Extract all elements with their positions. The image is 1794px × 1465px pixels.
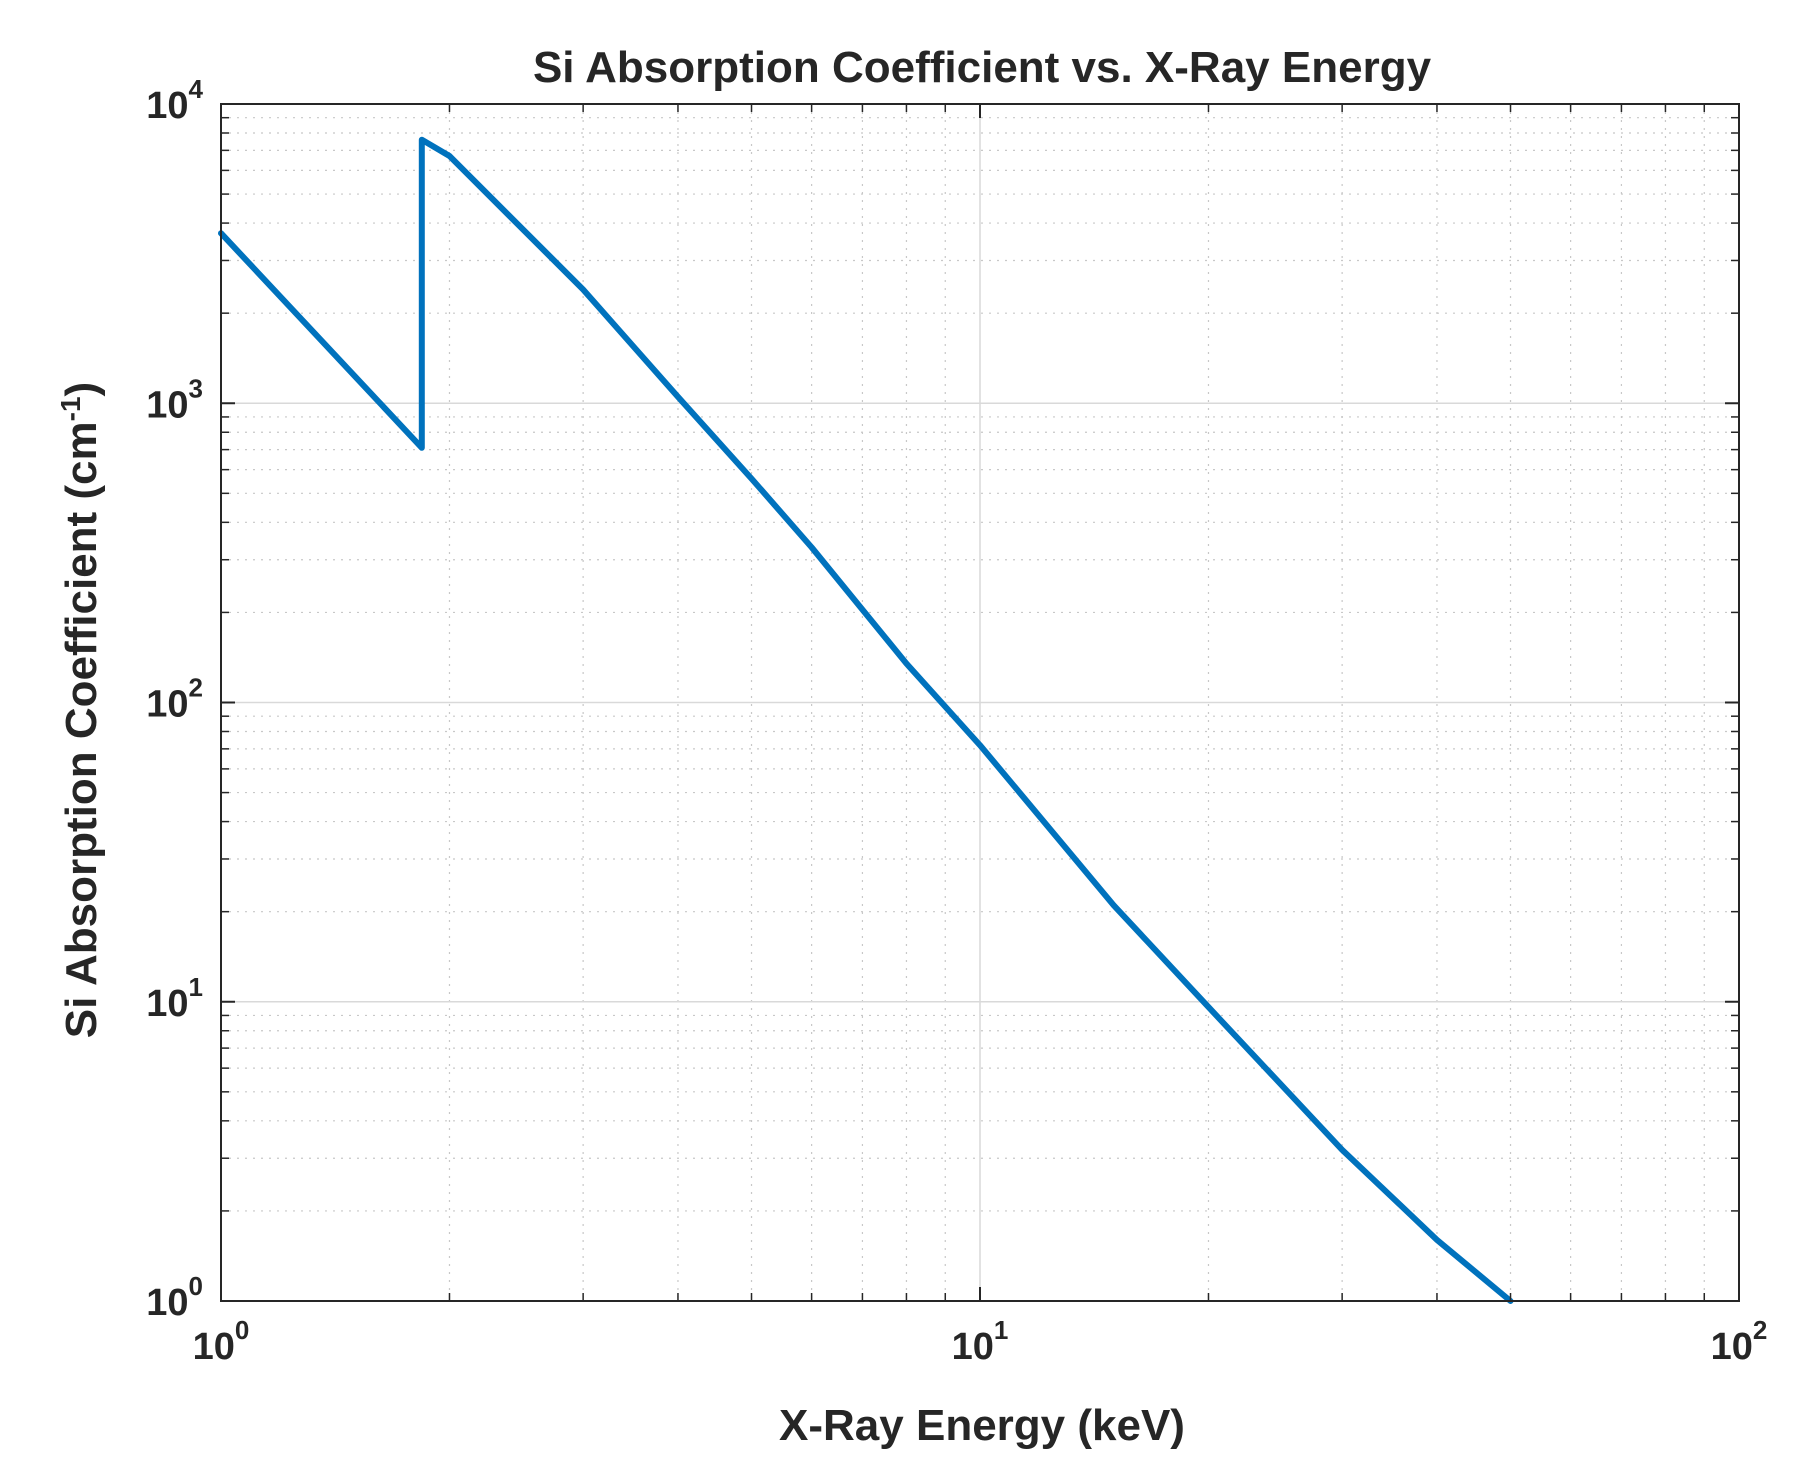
y-tick-label-base: 10 (146, 1282, 188, 1324)
minor-grid (221, 104, 1739, 1301)
y-tick-label-base: 10 (146, 85, 188, 127)
tick-marks (220, 103, 1740, 1302)
y-tick-label: 102 (146, 673, 203, 726)
x-tick-label: 101 (952, 1315, 1009, 1368)
y-axis-label-superscript: -1 (55, 396, 86, 421)
y-axis-label-suffix: ) (57, 382, 106, 397)
x-tick-label-exponent: 1 (994, 1315, 1008, 1345)
plot-area (218, 103, 1740, 1304)
y-tick-label-exponent: 0 (189, 1271, 203, 1301)
series-layer (218, 136, 1514, 1304)
series-line-si (218, 136, 1514, 1304)
x-tick-label-base: 10 (1711, 1326, 1753, 1368)
x-tick-label: 102 (1711, 1315, 1768, 1368)
y-tick-label-exponent: 1 (189, 972, 203, 1002)
major-grid (221, 104, 1739, 1301)
x-tick-label: 100 (193, 1315, 250, 1368)
x-tick-label-base: 10 (193, 1326, 235, 1368)
y-tick-label-exponent: 4 (189, 74, 204, 104)
x-tick-label-base: 10 (952, 1326, 994, 1368)
y-tick-label: 101 (146, 972, 203, 1025)
y-axis-label-base: Si Absorption Coefficient (cm (57, 421, 106, 1038)
x-tick-label-exponent: 2 (1753, 1315, 1767, 1345)
y-tick-label-exponent: 3 (189, 373, 203, 403)
y-tick-label-base: 10 (146, 983, 188, 1025)
chart-title: Si Absorption Coefficient vs. X-Ray Ener… (533, 43, 1432, 92)
y-tick-label: 103 (146, 373, 203, 426)
y-axis-label: Si Absorption Coefficient (cm-1) (55, 382, 106, 1038)
x-axis-label: X-Ray Energy (keV) (779, 1401, 1185, 1450)
y-tick-label-base: 10 (146, 684, 188, 726)
y-tick-label: 100 (146, 1271, 203, 1324)
x-tick-labels: 100 101 102 (193, 1315, 1768, 1368)
y-tick-label-exponent: 2 (189, 673, 203, 703)
x-tick-label-exponent: 0 (235, 1315, 249, 1345)
y-tick-label-base: 10 (146, 384, 188, 426)
y-tick-label: 104 (146, 74, 203, 127)
